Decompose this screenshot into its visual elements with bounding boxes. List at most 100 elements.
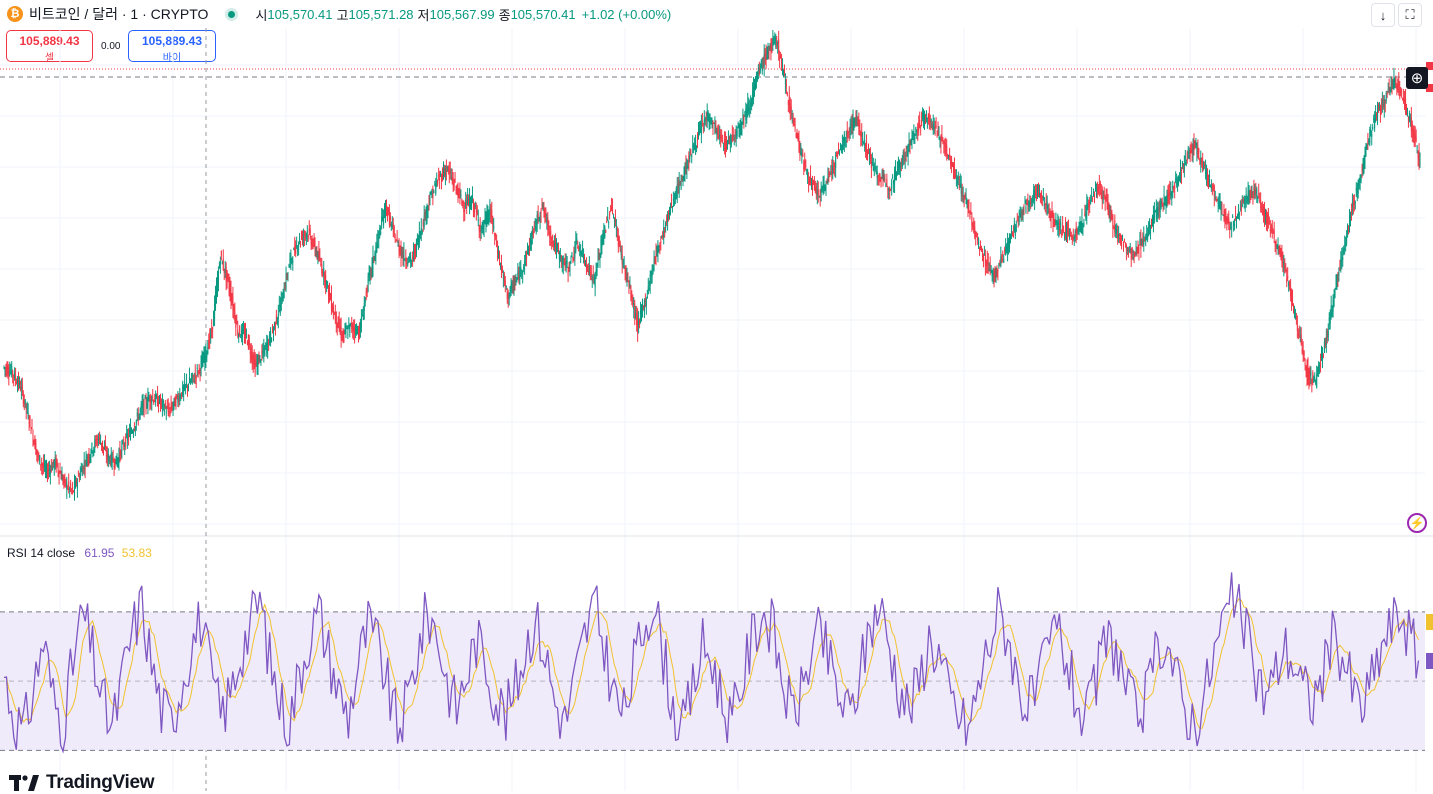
arrow-down-icon[interactable]: ↓ [1371,3,1395,27]
candle-body [394,241,396,243]
candle-body [1382,103,1384,107]
candle-body [23,401,25,403]
candle-body [666,218,668,223]
candle-body [128,436,130,438]
candle-body [1230,224,1232,226]
candle-body [879,178,881,181]
candle-body [1354,202,1356,204]
candle-body [533,225,535,229]
candle-body [17,376,19,386]
candle-body [724,139,726,145]
fullscreen-icon[interactable]: ⛶ [1398,3,1422,27]
candle-body [1383,99,1385,108]
candle-body [22,393,24,404]
candle-body [908,140,910,148]
candle-body [123,444,125,447]
candle-body [329,287,331,295]
candle-body [844,141,846,143]
candle-body [745,108,747,120]
lightning-icon[interactable]: ⚡ [1407,513,1427,533]
candle-body [1310,371,1312,376]
candle-body [1172,185,1174,189]
candle-body [873,164,875,170]
candle-body [970,211,972,213]
candle-body [1116,229,1118,233]
candle-body [457,192,459,199]
candle-body [173,398,175,403]
candle-body [840,149,842,151]
symbol-title[interactable]: 비트코인 / 달러 · 1 · CRYPTO [29,6,209,22]
candle-body [512,285,514,292]
candle-body [1157,207,1159,217]
buy-button[interactable]: 105,889.43 바이 [128,30,216,64]
candle-body [477,219,479,221]
candle-body [1319,370,1321,372]
candle-body [1123,240,1125,243]
candle-body [382,216,384,221]
candle-body [383,216,385,225]
candle-body [386,204,388,215]
candle-body [1412,127,1414,138]
candle-body [429,201,431,204]
candle-body [1137,243,1139,245]
tradingview-logo[interactable]: TradingView [9,772,155,794]
candle-body [1111,215,1113,220]
candle-body [780,55,782,58]
candle-body [502,273,504,279]
candle-body [931,123,933,130]
candle-body [1205,169,1207,175]
candle-body [280,298,282,311]
candle-body [231,300,233,303]
candle-body [1352,203,1354,205]
candle-body [768,50,770,52]
candle-body [581,253,583,255]
candle-body [875,171,877,175]
candle-body [902,151,904,160]
candle-body [230,288,232,302]
candle-body [59,471,61,473]
candle-body [81,467,83,477]
candle-body [313,238,315,242]
candle-body [435,183,437,194]
candle-body [276,318,278,324]
sell-button[interactable]: 105,889.43 셀 [6,30,93,64]
candle-body [583,256,585,260]
candle-body [117,458,119,464]
candle-body [34,436,36,450]
candle-body [571,252,573,257]
candle-body [1338,271,1340,277]
candle-body [866,141,868,152]
candle-body [697,131,699,137]
candle-body [32,432,34,442]
candle-body [236,320,238,324]
candle-body [1201,157,1203,162]
candle-body [979,248,981,250]
candle-body [105,455,107,457]
candle-body [980,247,982,251]
candle-body [414,251,416,254]
candle-body [482,221,484,230]
candle-body [393,226,395,234]
candle-body [1039,193,1041,198]
candle-body [537,213,539,222]
candle-body [1221,210,1223,214]
candle-body [365,291,367,296]
candle-body [756,72,758,80]
candle-body [1122,238,1124,240]
candle-body [1131,248,1133,253]
candle-body [345,328,347,333]
candle-body [744,111,746,113]
candle-body [1233,221,1235,227]
candle-body [800,151,802,155]
candle-body [1391,83,1393,86]
candle-body [169,407,171,409]
rsi-legend[interactable]: RSI 14 close 61.95 53.83 [7,546,152,560]
candle-body [1207,171,1209,180]
plus-icon[interactable]: ⊕ [1406,67,1428,89]
candle-body [584,254,586,259]
candle-body [1275,241,1277,246]
candle-body [1272,231,1274,233]
candle-body [904,158,906,162]
candle-body [591,277,593,281]
